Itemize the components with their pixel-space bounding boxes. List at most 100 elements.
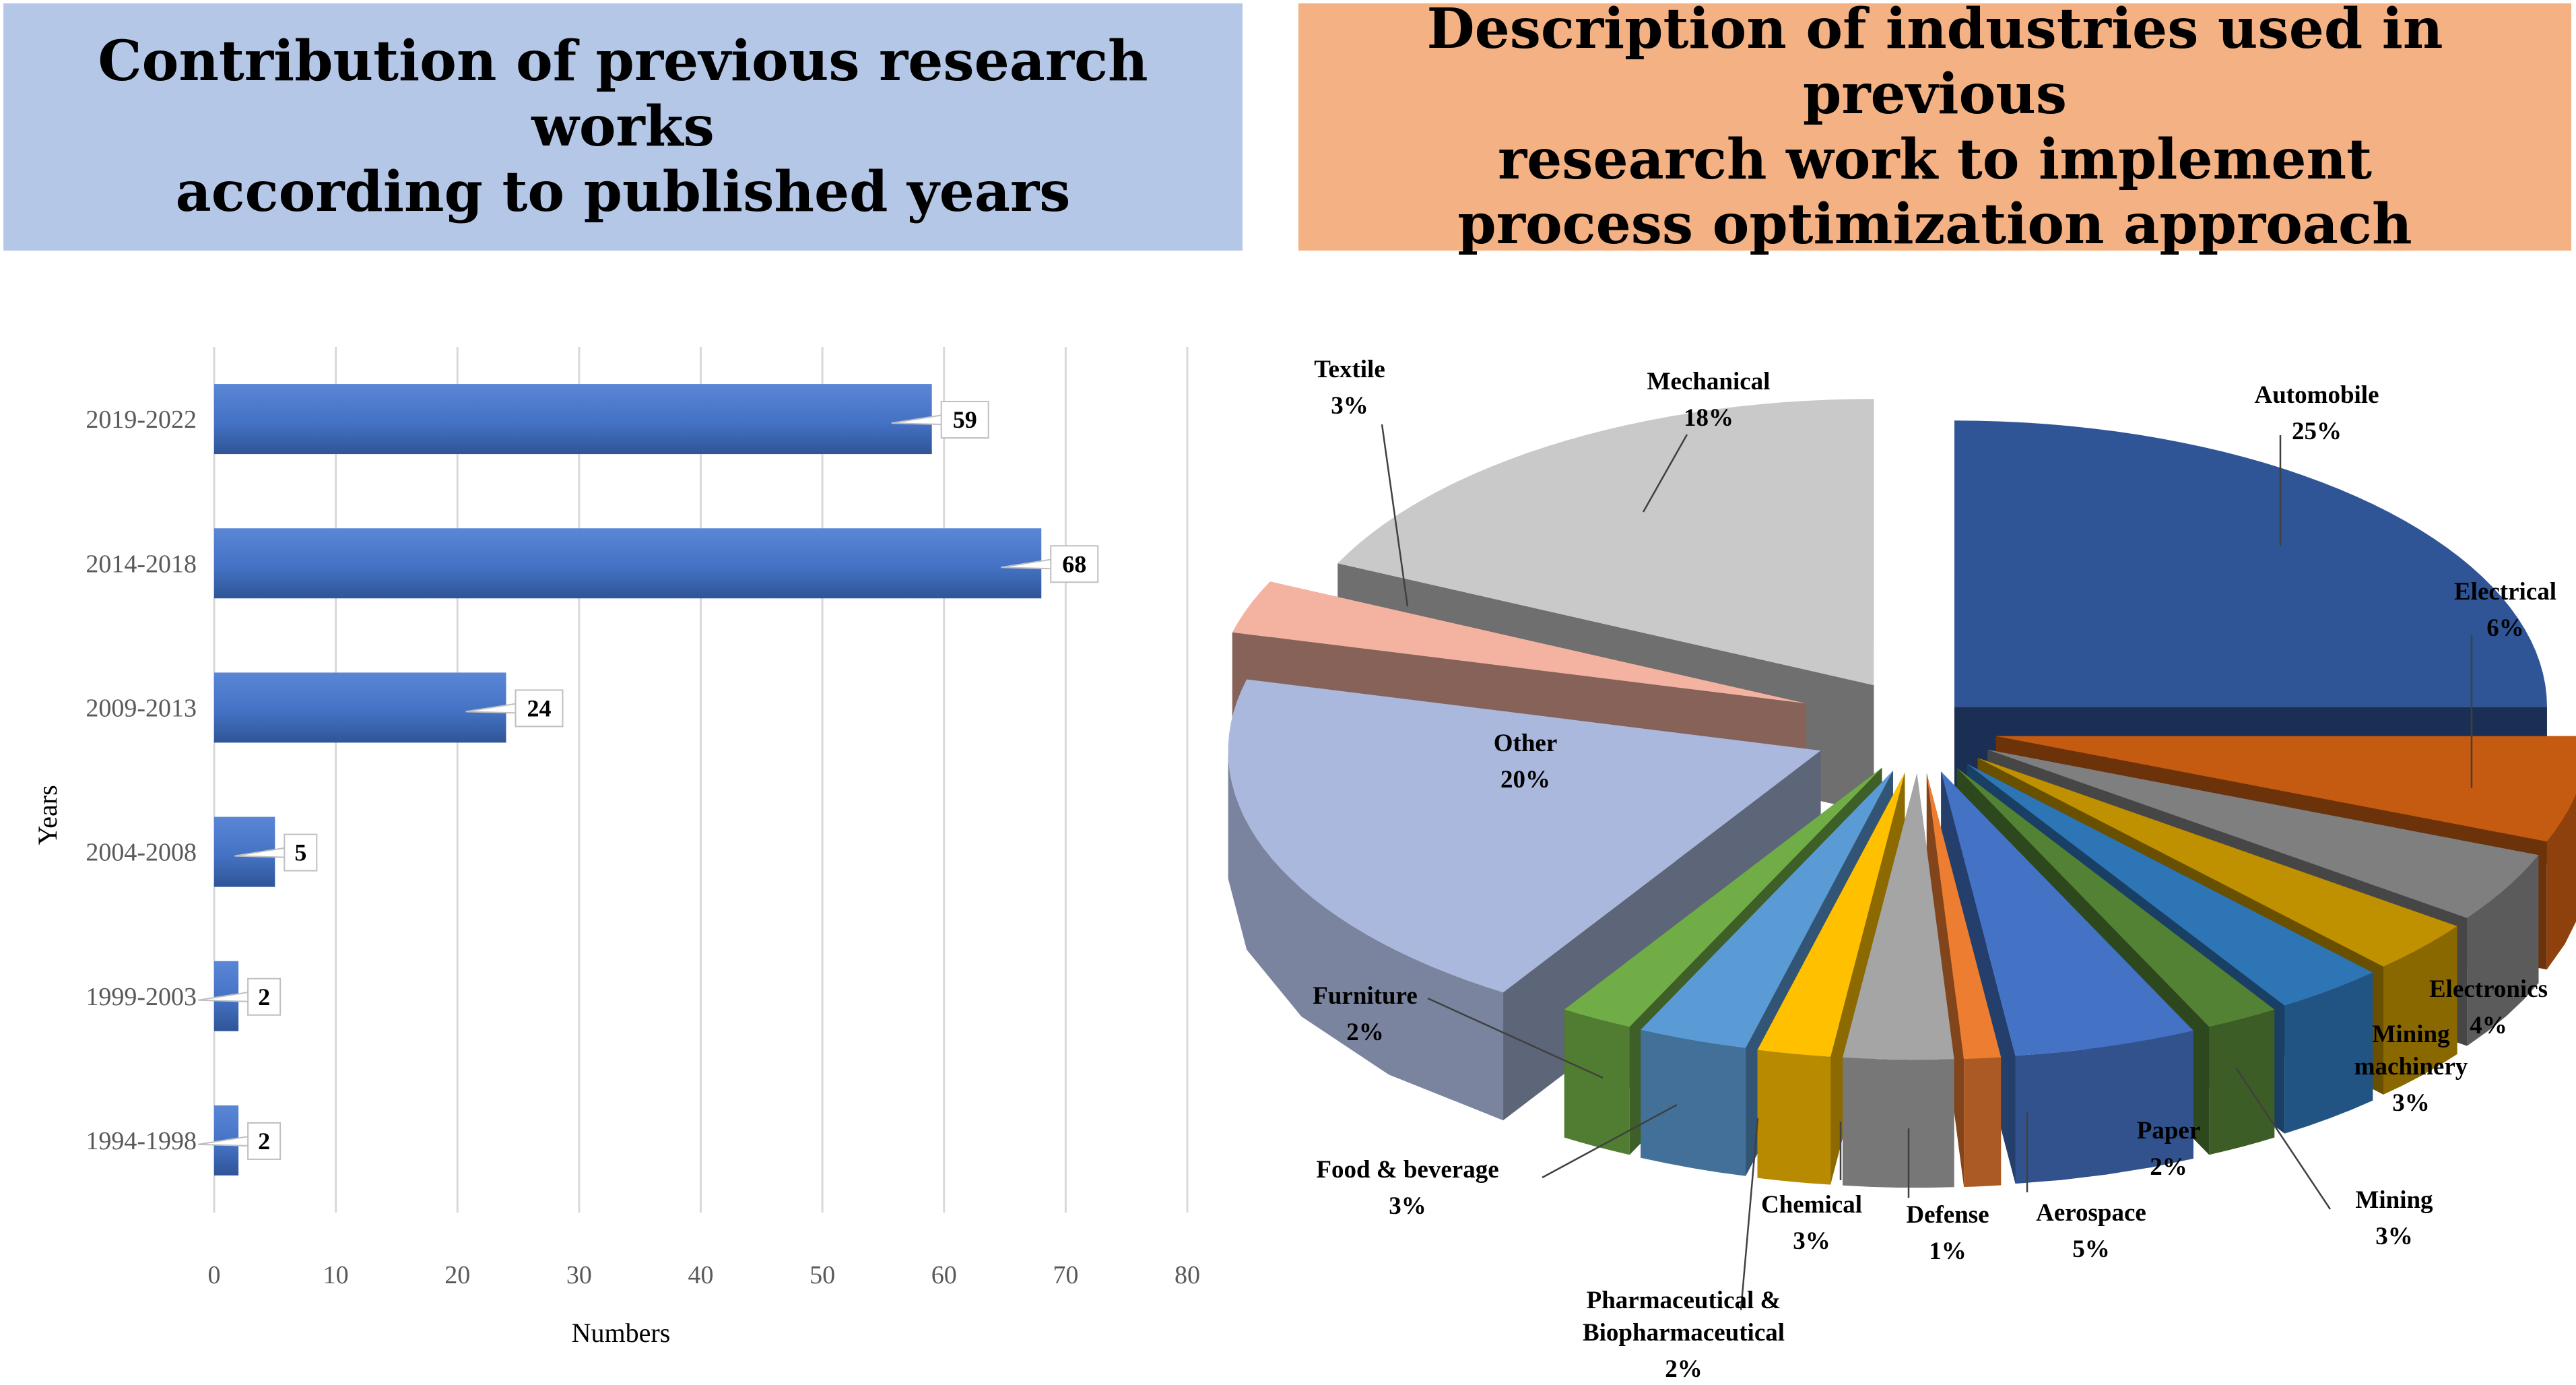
bar-value-label: 59 xyxy=(953,406,977,433)
pie-slice-rim xyxy=(1843,1057,1954,1188)
pie-percent-label: 3% xyxy=(1331,392,1368,420)
pie-percent-label: 4% xyxy=(2470,1012,2507,1039)
pie-percent-label: 3% xyxy=(1793,1227,1830,1255)
bar-value-box xyxy=(284,833,318,872)
pie-percent-label: 3% xyxy=(2392,1089,2430,1117)
x-tick-label: 40 xyxy=(688,1261,714,1289)
pie-slice-rim xyxy=(1757,1050,1831,1185)
pie-category-label: Mining xyxy=(2355,1186,2433,1214)
pie-category-label: Textile xyxy=(1314,356,1385,383)
x-tick-label: 0 xyxy=(208,1261,221,1289)
pie-slice-rim xyxy=(2383,926,2457,1095)
pie-slice-rim xyxy=(2209,1009,2275,1155)
pie-category-label: Electronics xyxy=(2429,975,2548,1003)
pie-slice-rim xyxy=(2546,794,2576,970)
bar-value-box xyxy=(515,689,564,728)
pie-slice xyxy=(1843,773,1954,1060)
pie-percent-label: 2% xyxy=(1665,1355,1703,1383)
pie-chart-title: Description of industries used in previo… xyxy=(1426,0,2443,257)
leader-line xyxy=(1542,1103,1678,1179)
x-tick-label: 30 xyxy=(566,1261,592,1289)
y-tick-label: 2019-2022 xyxy=(86,406,197,434)
leader-line xyxy=(1740,1118,1759,1311)
pie-slice-rim xyxy=(1641,1029,1746,1176)
pie-percent-label: 3% xyxy=(1389,1192,1426,1220)
pie-slice-rim xyxy=(1564,1009,1630,1155)
pie-slice-rim xyxy=(1228,750,1503,1121)
pie-percent-label: 20% xyxy=(1500,766,1550,794)
x-tick-label: 20 xyxy=(444,1261,470,1289)
y-tick-label: 2009-2013 xyxy=(86,694,197,722)
bar-chart-title-banner: Contribution of previous research works … xyxy=(3,3,1243,251)
pie-category-label: Mechanical xyxy=(1647,368,1771,395)
pie-percent-label: 2% xyxy=(1346,1019,1384,1046)
bar-value-box xyxy=(1050,545,1099,583)
bar-value-box xyxy=(247,977,282,1016)
x-tick-label: 10 xyxy=(323,1261,349,1289)
pie-slice xyxy=(1995,736,2576,842)
bar xyxy=(214,672,506,743)
pie-slice xyxy=(1977,758,2457,967)
pie-slice xyxy=(1941,771,2193,1056)
leader-line xyxy=(1427,997,1604,1079)
bar-value-label: 2 xyxy=(258,1128,270,1155)
pie-slice xyxy=(1956,767,2275,1027)
bar-value-box xyxy=(247,1122,282,1160)
pie-slice xyxy=(1954,420,2547,707)
pie-slice-rim xyxy=(2467,855,2539,1046)
pie-percent-label: 18% xyxy=(1684,404,1733,432)
bar-chart-title: Contribution of previous research works … xyxy=(98,29,1148,224)
pie-slice-rim xyxy=(2284,972,2373,1134)
leader-line xyxy=(2235,1067,2332,1210)
pie-percent-label: 25% xyxy=(2292,418,2342,445)
y-tick-label: 2014-2018 xyxy=(86,550,197,578)
pie-slice-rim xyxy=(1964,1057,2002,1188)
x-axis-title: Numbers xyxy=(572,1318,671,1348)
pie-category-label: Food & beverage xyxy=(1316,1156,1498,1184)
pie-category-label: Chemical xyxy=(1761,1191,1862,1219)
y-tick-label: 2004-2008 xyxy=(86,839,197,867)
pie-slice xyxy=(1337,399,1874,686)
pie-chart-title-banner: Description of industries used in previo… xyxy=(1298,0,2571,257)
pie-category-label: Furniture xyxy=(1313,982,1418,1010)
bar-value-label: 24 xyxy=(527,695,552,721)
pie-percent-label: 5% xyxy=(2072,1235,2110,1263)
y-tick-label: 1999-2003 xyxy=(86,983,197,1011)
bar-value-box xyxy=(940,401,989,439)
pie-category-label: Mining xyxy=(2372,1021,2450,1048)
pie-slice xyxy=(1641,771,1893,1048)
pie-category-label: Pharmaceutical & xyxy=(1587,1287,1781,1314)
pie-category-label: Defense xyxy=(1906,1201,1989,1229)
pie-slice-rim xyxy=(2015,1031,2193,1184)
pie-slice xyxy=(1967,763,2373,1006)
pie-category-label: machinery xyxy=(2354,1053,2468,1081)
pie-category-label: Automobile xyxy=(2255,381,2379,409)
pie-slice xyxy=(1757,772,1905,1057)
bar xyxy=(214,384,932,455)
pie-category-label: Paper xyxy=(2137,1117,2201,1145)
bar xyxy=(214,528,1042,599)
pie-tops xyxy=(1228,399,2576,1060)
pie-category-label: Biopharmaceutical xyxy=(1583,1319,1785,1347)
bar-value-label: 5 xyxy=(294,839,306,866)
pie-percent-label: 6% xyxy=(2486,614,2524,642)
pie-category-label: Other xyxy=(1494,730,1558,757)
pie-slice xyxy=(1232,581,1807,704)
bar-value-label: 2 xyxy=(258,984,270,1010)
pie-labels: Automobile 25% Electrical 6% Electronics 4% Mi… xyxy=(1313,356,2556,1383)
x-tick-label: 70 xyxy=(1053,1261,1078,1289)
pie-slice xyxy=(1564,767,1882,1027)
pie-percent-label: 3% xyxy=(2375,1223,2413,1250)
x-tick-label: 50 xyxy=(810,1261,835,1289)
pie-category-label: Aerospace xyxy=(2036,1199,2146,1227)
pie-slice-wall xyxy=(1926,773,1964,1188)
pie-slice xyxy=(1926,773,2002,1060)
y-axis-title: Years xyxy=(32,785,63,845)
bar-value-label: 68 xyxy=(1062,550,1086,577)
leader-line xyxy=(1381,424,1409,607)
x-tick-label: 80 xyxy=(1175,1261,1200,1289)
leader-line xyxy=(1642,434,1688,513)
y-tick-label: 1994-1998 xyxy=(86,1127,197,1155)
x-tick-label: 60 xyxy=(931,1261,957,1289)
